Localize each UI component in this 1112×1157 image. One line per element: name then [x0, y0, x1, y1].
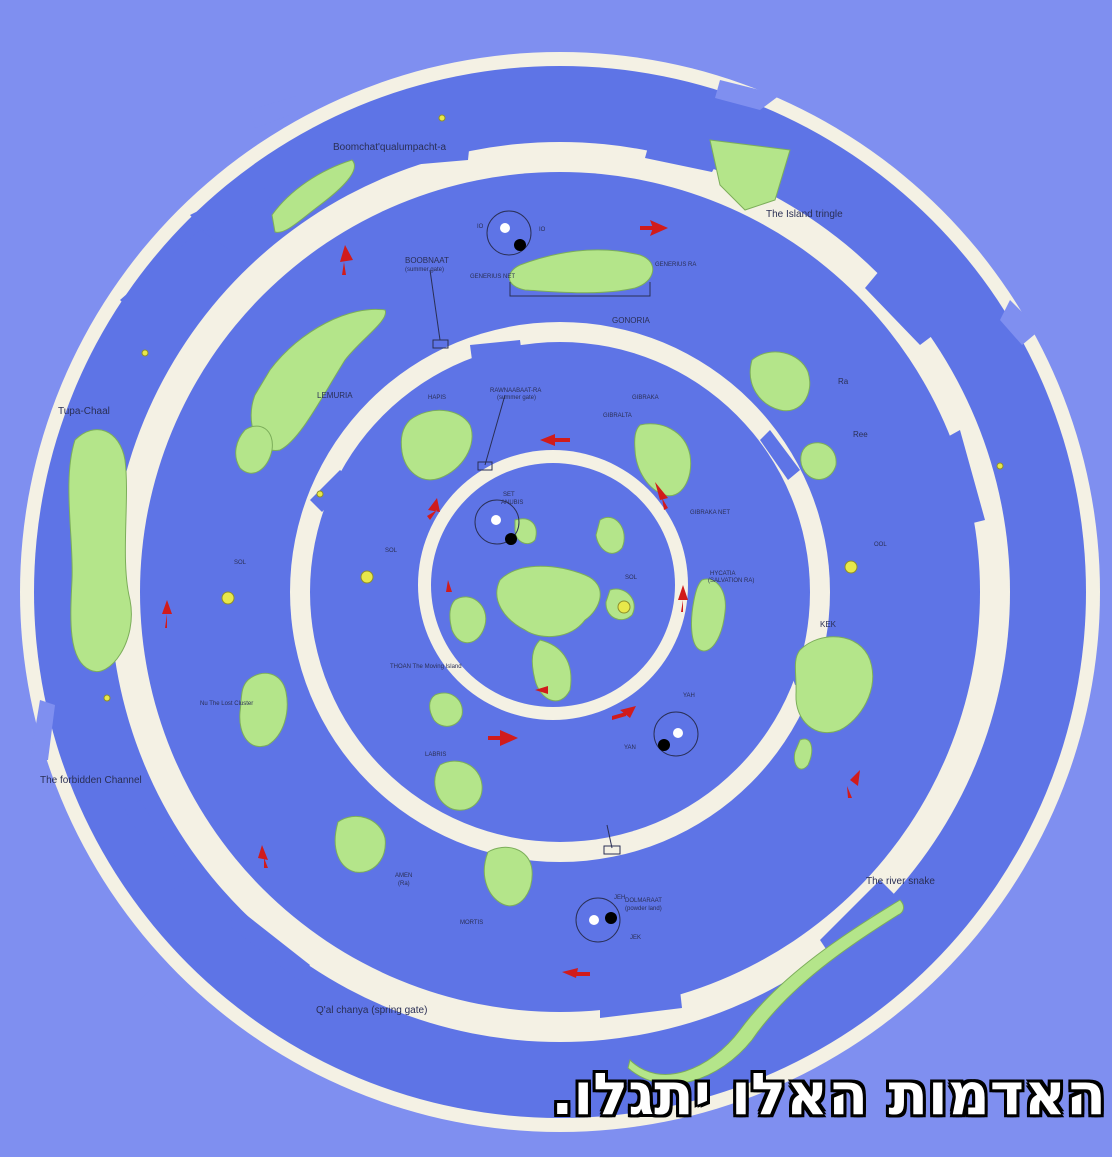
label-gibraka-right: GIBRAKA NET	[690, 510, 730, 516]
mortis	[483, 846, 533, 907]
sun-mid	[360, 570, 374, 584]
label-lemuria: LEMURIA	[317, 391, 353, 400]
label-gibraka: GIBRAKA	[632, 395, 659, 401]
amen	[334, 815, 386, 873]
label-forbidden-channel: The forbidden Channel	[40, 775, 142, 786]
label-kek: KEK	[820, 620, 837, 629]
ree-island	[800, 442, 837, 480]
second-ring-fjords	[120, 140, 985, 1018]
map-labels: Boomchat'qualumpacht-a The Island tringl…	[40, 142, 935, 1016]
label-thoan: THOAN The Moving Island	[390, 664, 462, 670]
label-outer-top: Boomchat'qualumpacht-a	[333, 142, 447, 153]
middle-lands	[235, 249, 874, 907]
central-continents	[449, 517, 635, 702]
label-river-snake: The river snake	[866, 876, 935, 887]
label-yan: YAN	[624, 745, 636, 751]
kek-tail	[793, 738, 813, 770]
label-hycatia-sub: (SALVATION RA)	[708, 578, 754, 584]
label-boobnaat-sub: (summer gate)	[405, 267, 444, 273]
label-nu-cluster: Nu The Lost Cluster	[200, 701, 253, 707]
label-jeh: JEH	[614, 895, 625, 901]
labris	[434, 760, 483, 811]
label-sol-inner: SOL	[625, 575, 638, 581]
label-tupa-chaal: Tupa-Chaal	[58, 406, 110, 417]
sun-inner	[617, 600, 631, 614]
gonoria	[508, 249, 653, 294]
label-dolmaraat: DOLMARAAT	[625, 898, 662, 904]
label-hycatia: HYCATIA	[710, 571, 736, 577]
outer-ring-gaps	[30, 80, 1040, 1045]
label-gonoria: GONORIA	[612, 316, 650, 325]
boomchat-island	[271, 159, 355, 233]
sun-outer-left	[221, 591, 235, 605]
label-ree: Ree	[853, 430, 868, 439]
label-boobnaat: BOOBNAAT	[405, 256, 449, 265]
label-set: SET	[503, 492, 515, 498]
sun-outer-right	[844, 560, 858, 574]
label-rawnaabaat-sub: (summer gate)	[497, 395, 536, 401]
label-sol-outer-left: SOL	[234, 560, 247, 566]
label-sol-outer-right: OOL	[874, 542, 887, 548]
inner-lands	[400, 409, 726, 811]
label-ra: Ra	[838, 377, 849, 386]
label-island-tringle: The Island tringle	[766, 209, 843, 220]
ra-island	[749, 351, 811, 412]
label-sol-mid: SOL	[385, 548, 398, 554]
third-ring-fjords	[310, 340, 810, 865]
hapis	[400, 409, 473, 481]
orbits	[474, 210, 699, 943]
thoan	[429, 692, 463, 727]
current-arrows	[162, 220, 860, 978]
label-anubis: ANUBIS	[501, 500, 523, 506]
label-gonoria-right: GENERIUS RA	[655, 262, 696, 268]
label-io-left: IO	[477, 224, 484, 230]
suns	[103, 114, 1004, 702]
lemuria-south	[235, 425, 273, 474]
label-amen-sub: (Ra)	[398, 881, 410, 887]
label-spring-gate: Q'al chanya (spring gate)	[316, 1005, 427, 1016]
nu-cluster	[239, 672, 288, 748]
hycatia	[691, 578, 726, 652]
island-tringle	[709, 139, 791, 211]
label-dolmaraat-sub: (powder land)	[625, 906, 662, 912]
label-labris: LABRIS	[425, 752, 446, 758]
moons	[491, 223, 683, 925]
label-yah: YAH	[683, 693, 695, 699]
label-jek: JEK	[630, 935, 641, 941]
hebrew-subtitle: האדמות האלו יתגלו.	[551, 1060, 1106, 1128]
gate-lines	[429, 269, 651, 855]
outer-lands	[68, 139, 904, 1085]
label-mortis: MORTIS	[460, 920, 483, 926]
kek	[794, 636, 874, 733]
label-gibraka-left: GIBRALTA	[603, 413, 632, 419]
label-amen: AMEN	[395, 873, 412, 879]
label-gonoria-left: GENERIUS NET	[470, 274, 515, 280]
tupa-chaal	[68, 429, 132, 673]
label-hapis: HAPIS	[428, 395, 446, 401]
label-io-right: IO	[539, 227, 546, 233]
river-snake	[627, 899, 904, 1085]
label-rawnaabaat: RAWNAABAAT-RA	[490, 388, 541, 394]
